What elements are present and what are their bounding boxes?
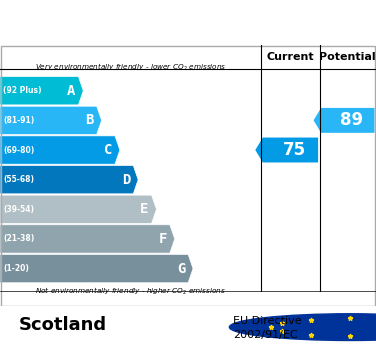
Polygon shape — [0, 77, 83, 105]
Text: C: C — [104, 143, 112, 157]
Text: Not environmentally friendly - higher CO$_2$ emissions: Not environmentally friendly - higher CO… — [35, 285, 226, 296]
Polygon shape — [0, 254, 193, 283]
Polygon shape — [0, 166, 138, 194]
Polygon shape — [314, 108, 374, 133]
Text: E: E — [140, 202, 149, 216]
Polygon shape — [255, 137, 318, 163]
Text: (39-54): (39-54) — [3, 205, 34, 214]
Text: (55-68): (55-68) — [3, 175, 34, 184]
Text: (81-91): (81-91) — [3, 116, 34, 125]
Text: G: G — [177, 262, 185, 276]
Text: D: D — [122, 173, 130, 187]
Polygon shape — [0, 195, 156, 223]
Text: (69-80): (69-80) — [3, 145, 34, 155]
Text: (21-38): (21-38) — [3, 235, 34, 244]
Text: 75: 75 — [283, 141, 306, 159]
Text: Environmental Impact (CO$_2$) Rating: Environmental Impact (CO$_2$) Rating — [9, 11, 367, 34]
Text: Very environmentally friendly - lower CO$_2$ emissions: Very environmentally friendly - lower CO… — [35, 62, 226, 73]
Polygon shape — [0, 136, 120, 164]
Text: 89: 89 — [340, 111, 363, 129]
Text: Scotland: Scotland — [19, 316, 107, 334]
Text: A: A — [67, 84, 75, 98]
Circle shape — [229, 314, 376, 340]
Text: (1-20): (1-20) — [3, 264, 29, 273]
Polygon shape — [0, 106, 102, 135]
Text: Potential: Potential — [320, 52, 376, 62]
Text: B: B — [85, 113, 94, 127]
Text: (92 Plus): (92 Plus) — [3, 86, 41, 95]
Text: F: F — [158, 232, 167, 246]
Text: EU Directive: EU Directive — [233, 316, 302, 326]
Polygon shape — [0, 225, 175, 253]
Text: Current: Current — [267, 52, 314, 62]
Text: 2002/91/EC: 2002/91/EC — [233, 331, 298, 340]
